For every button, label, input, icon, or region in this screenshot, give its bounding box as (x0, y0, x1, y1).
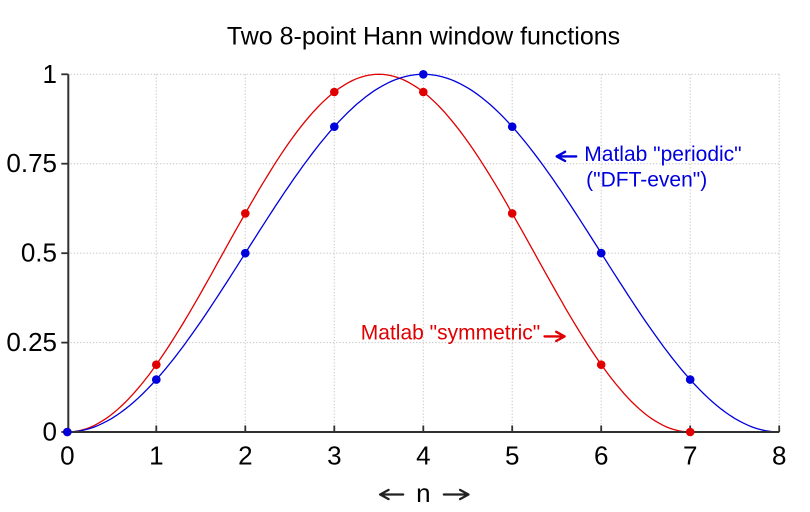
svg-text:4: 4 (416, 440, 430, 470)
svg-text:5: 5 (505, 440, 519, 470)
svg-text:Two 8-point Hann window functi: Two 8-point Hann window functions (227, 23, 620, 51)
svg-text:0: 0 (43, 417, 57, 447)
svg-text:3: 3 (327, 440, 341, 470)
svg-text:("DFT-even"): ("DFT-even") (586, 169, 707, 192)
svg-text:0: 0 (60, 440, 74, 470)
svg-text:6: 6 (594, 440, 608, 470)
svg-text:2: 2 (238, 440, 252, 470)
svg-text:7: 7 (683, 440, 697, 470)
svg-text:1: 1 (43, 59, 57, 89)
svg-text:0.25: 0.25 (6, 327, 57, 357)
svg-text:8: 8 (772, 440, 786, 470)
svg-text:Matlab "symmetric": Matlab "symmetric" (361, 321, 540, 344)
svg-text:0.75: 0.75 (6, 148, 57, 178)
svg-text:Matlab "periodic": Matlab "periodic" (584, 143, 741, 166)
svg-text:0.5: 0.5 (21, 238, 57, 268)
svg-text:n: n (416, 478, 430, 508)
svg-text:1: 1 (149, 440, 163, 470)
